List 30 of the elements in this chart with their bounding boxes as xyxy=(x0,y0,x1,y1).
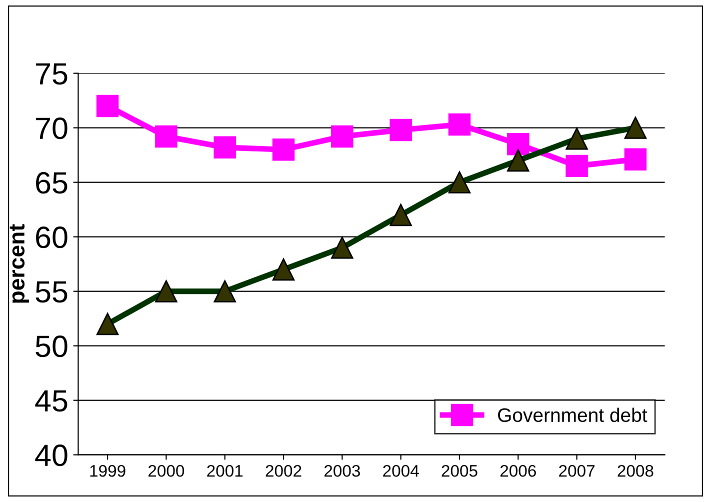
x-tick-label: 2005 xyxy=(442,464,478,477)
point xyxy=(566,154,588,178)
x-tick-label: 2003 xyxy=(324,464,360,477)
y-tick-label: 45 xyxy=(35,390,68,412)
point xyxy=(390,118,412,142)
point xyxy=(507,133,530,156)
point xyxy=(448,113,471,136)
point xyxy=(155,125,178,148)
point xyxy=(331,125,354,148)
point xyxy=(624,148,647,171)
x-tick-label: 2002 xyxy=(266,464,302,477)
point xyxy=(96,94,119,118)
x-tick-label: 2004 xyxy=(383,464,419,477)
point xyxy=(214,136,236,159)
y-tick-label: 50 xyxy=(36,336,68,358)
y-tick-label: 65 xyxy=(36,172,68,194)
y-axis-title: percent xyxy=(10,224,29,303)
y-tick-label: 70 xyxy=(36,118,68,140)
x-tick-label: 2007 xyxy=(559,464,594,477)
x-tick-label: 2000 xyxy=(148,464,184,477)
y-tick-label: 40 xyxy=(35,444,68,466)
x-tick-label: 2006 xyxy=(500,464,536,477)
point xyxy=(272,138,295,161)
y-tick-label: 55 xyxy=(36,281,68,303)
x-tick-label: 1999 xyxy=(90,464,126,477)
legend-label: Government debt xyxy=(498,408,648,422)
x-tick-label: 2001 xyxy=(207,464,243,477)
y-tick-label: 75 xyxy=(36,63,68,85)
x-tick-label: 2008 xyxy=(618,464,654,477)
y-tick-label: 60 xyxy=(36,226,68,248)
